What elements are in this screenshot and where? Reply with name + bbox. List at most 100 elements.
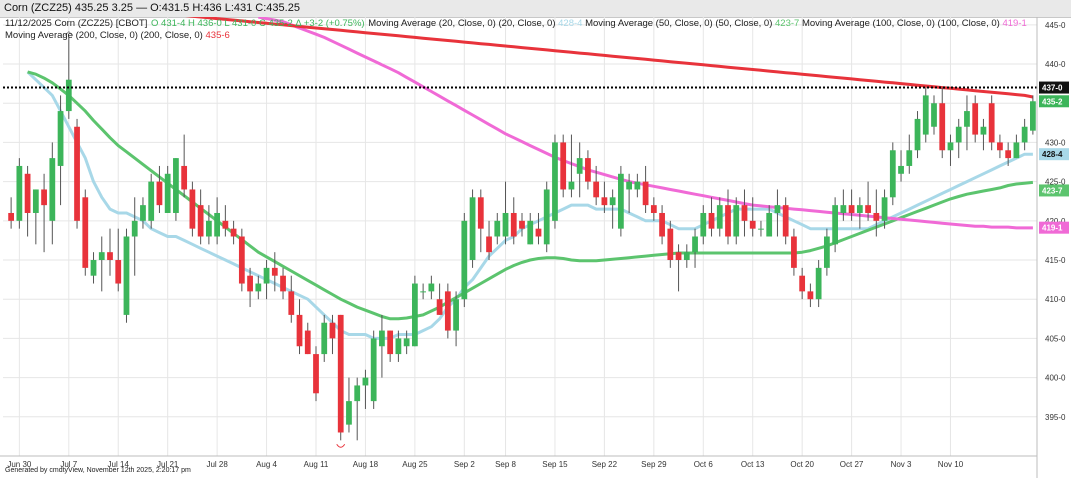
x-tick-label: Jun 30 <box>7 460 32 469</box>
candle-body <box>387 330 394 355</box>
candle <box>337 314 344 441</box>
candle-body <box>519 220 525 229</box>
y-tick-label: 415-0 <box>1045 256 1066 265</box>
legend-ma20-label: Moving Average (20, Close, 0) (20, Close… <box>368 18 556 29</box>
candle <box>263 260 270 300</box>
candle <box>379 314 385 378</box>
candle <box>708 197 715 237</box>
candle-body <box>585 158 591 182</box>
candle-body <box>222 220 229 229</box>
candle-body <box>494 220 501 237</box>
candle <box>420 283 427 300</box>
candle <box>247 267 253 308</box>
candle-body <box>247 275 253 292</box>
candle <box>280 267 286 300</box>
candle <box>667 220 674 268</box>
candle <box>609 189 616 229</box>
candle-body <box>659 212 665 237</box>
candle <box>617 165 624 237</box>
candle-body <box>1013 142 1020 159</box>
x-tick-label: Oct 13 <box>741 460 765 469</box>
candle-body <box>626 181 633 190</box>
candle-body <box>313 354 319 394</box>
x-tick-label: Jul 7 <box>60 460 77 469</box>
candle <box>807 283 814 308</box>
x-tick-label: Aug 4 <box>256 460 277 469</box>
chart-legend-line-1: 11/12/2025 Corn (ZCZ25) [CBOT] O 431-4 H… <box>5 18 1027 29</box>
price-tag-label: 435-2 <box>1042 97 1063 106</box>
candle <box>749 197 756 237</box>
candle-body <box>593 181 600 198</box>
candle <box>230 220 237 245</box>
y-tick-label: 445-0 <box>1045 21 1066 30</box>
window-title: Corn (ZCZ25) 435.25 3.25 — O:431.5 H:436… <box>4 2 300 14</box>
legend-ma100-value: 419-1 <box>1002 18 1027 29</box>
candle-body <box>57 111 64 166</box>
y-tick-label: 405-0 <box>1045 334 1066 343</box>
candle <box>510 197 517 245</box>
candle <box>115 228 122 292</box>
candle <box>57 95 64 206</box>
candle <box>1005 142 1012 166</box>
x-tick-label: Nov 3 <box>891 460 912 469</box>
chart-footer: Generated by cmdtyView, November 12th 20… <box>5 467 191 474</box>
candle-body <box>131 220 138 237</box>
candle <box>494 212 501 245</box>
x-tick-label: Aug 11 <box>304 460 329 469</box>
x-tick-label: Oct 27 <box>840 460 864 469</box>
candle-body <box>214 212 221 237</box>
candle <box>1021 118 1028 151</box>
candle <box>164 165 171 213</box>
candle <box>131 197 138 276</box>
candle <box>321 314 328 362</box>
candle-body <box>370 338 377 402</box>
candle-body <box>650 205 657 213</box>
candle-body <box>791 236 797 268</box>
candle-body <box>436 299 443 315</box>
candle <box>123 228 130 323</box>
candle <box>675 244 682 292</box>
price-chart[interactable]: 437-0 395-0 400-0 405-0 410-0 415-0 420-0 425-… <box>0 17 1071 478</box>
candle-body <box>947 142 954 151</box>
candle <box>346 377 352 433</box>
candle <box>107 228 113 276</box>
candle-body <box>840 205 847 213</box>
x-tick-label: Jul 28 <box>206 460 228 469</box>
candle-body <box>535 228 542 237</box>
candle <box>634 173 641 198</box>
candle <box>988 95 995 151</box>
candle <box>568 134 575 198</box>
candle-body <box>428 283 435 292</box>
candle-body <box>749 220 756 229</box>
candle-body <box>148 181 155 221</box>
legend-ma100-label: Moving Average (100, Close, 0) (100, Clo… <box>801 18 1000 29</box>
candle <box>543 181 550 253</box>
candle <box>865 181 871 221</box>
candle-body <box>98 252 105 261</box>
candle <box>741 189 748 237</box>
candle <box>931 95 937 135</box>
x-tick-label: Sep 2 <box>454 460 475 469</box>
candle <box>873 189 880 237</box>
candle-body <box>634 181 641 190</box>
candle-body <box>420 291 427 293</box>
candle <box>469 189 476 268</box>
legend-ma200-value: 435-6 <box>205 30 230 41</box>
candle-body <box>181 165 188 190</box>
candle <box>881 189 888 229</box>
candle <box>856 197 863 229</box>
candle <box>222 205 229 237</box>
candle-body <box>675 252 682 261</box>
candle <box>90 252 97 284</box>
candle-body <box>280 275 286 292</box>
candle-body <box>889 150 896 198</box>
candle <box>32 189 39 245</box>
candle <box>313 346 319 402</box>
candle <box>980 118 987 151</box>
candle-body <box>49 158 56 221</box>
legend-ohlc: O 431-4 H 436-0 L 431-0 C 435-2 Δ +3-2 (… <box>151 18 365 29</box>
candle <box>716 197 723 237</box>
candle <box>82 189 89 276</box>
y-tick-label: 395-0 <box>1045 413 1066 422</box>
candle-body <box>486 236 492 253</box>
